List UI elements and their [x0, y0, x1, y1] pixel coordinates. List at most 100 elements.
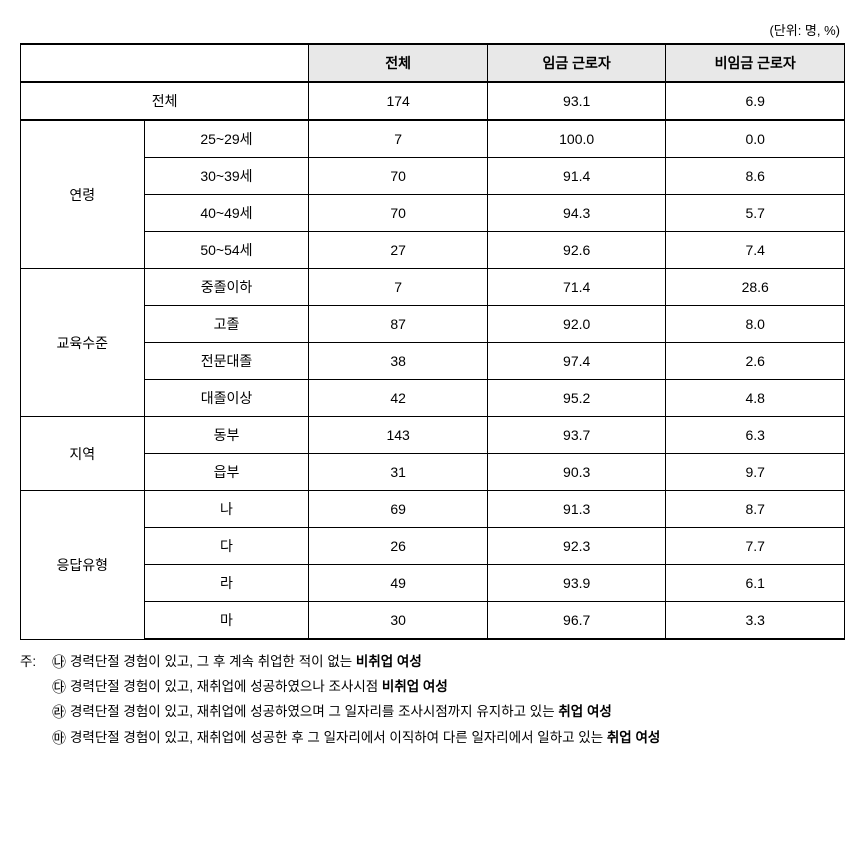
table-row: 마3096.73.3 — [21, 602, 845, 640]
footnote-marker: ㉲ — [48, 726, 70, 751]
cell-value: 30 — [309, 602, 488, 640]
row-label: 나 — [144, 491, 309, 528]
total-label: 전체 — [21, 82, 309, 120]
row-label: 동부 — [144, 417, 309, 454]
footnote-row: ㉰경력단절 경험이 있고, 재취업에 성공하였으나 조사시점 비취업 여성 — [20, 675, 845, 700]
cell-value: 87 — [309, 306, 488, 343]
header-total: 전체 — [309, 44, 488, 82]
row-label: 40~49세 — [144, 195, 309, 232]
row-label: 전문대졸 — [144, 343, 309, 380]
cell-value: 91.3 — [487, 491, 666, 528]
cell-value: 92.3 — [487, 528, 666, 565]
total-v3: 6.9 — [666, 82, 845, 120]
header-row: 전체 임금 근로자 비임금 근로자 — [21, 44, 845, 82]
row-label: 읍부 — [144, 454, 309, 491]
cell-value: 8.7 — [666, 491, 845, 528]
footnote-text-pre: 경력단절 경험이 있고, 재취업에 성공하였으며 그 일자리를 조사시점까지 유… — [70, 704, 558, 719]
footnote-marker: ㉯ — [48, 650, 70, 675]
footnote-text-bold: 비취업 여성 — [356, 654, 422, 669]
cell-value: 71.4 — [487, 269, 666, 306]
table-row: 읍부3190.39.7 — [21, 454, 845, 491]
cell-value: 8.0 — [666, 306, 845, 343]
header-wage: 임금 근로자 — [487, 44, 666, 82]
footnote-marker: ㉱ — [48, 700, 70, 725]
cell-value: 42 — [309, 380, 488, 417]
footnote-text-bold: 취업 여성 — [607, 730, 660, 745]
cell-value: 96.7 — [487, 602, 666, 640]
row-label: 대졸이상 — [144, 380, 309, 417]
cell-value: 4.8 — [666, 380, 845, 417]
row-label: 중졸이하 — [144, 269, 309, 306]
cell-value: 92.6 — [487, 232, 666, 269]
footnote-text: 경력단절 경험이 있고, 재취업에 성공하였으나 조사시점 비취업 여성 — [70, 675, 845, 699]
row-label: 25~29세 — [144, 120, 309, 158]
cell-value: 26 — [309, 528, 488, 565]
cell-value: 93.9 — [487, 565, 666, 602]
cell-value: 31 — [309, 454, 488, 491]
cell-value: 0.0 — [666, 120, 845, 158]
row-label: 고졸 — [144, 306, 309, 343]
group-label: 교육수준 — [21, 269, 145, 417]
cell-value: 90.3 — [487, 454, 666, 491]
cell-value: 28.6 — [666, 269, 845, 306]
row-label: 라 — [144, 565, 309, 602]
cell-value: 3.3 — [666, 602, 845, 640]
footnote-row: ㉲경력단절 경험이 있고, 재취업에 성공한 후 그 일자리에서 이직하여 다른… — [20, 726, 845, 751]
header-blank — [21, 44, 309, 82]
cell-value: 9.7 — [666, 454, 845, 491]
cell-value: 95.2 — [487, 380, 666, 417]
footnote-text-pre: 경력단절 경험이 있고, 재취업에 성공한 후 그 일자리에서 이직하여 다른 … — [70, 730, 607, 745]
header-nonwage: 비임금 근로자 — [666, 44, 845, 82]
cell-value: 7 — [309, 120, 488, 158]
total-row: 전체 174 93.1 6.9 — [21, 82, 845, 120]
cell-value: 93.7 — [487, 417, 666, 454]
group-label: 지역 — [21, 417, 145, 491]
footnotes: 주:㉯경력단절 경험이 있고, 그 후 계속 취업한 적이 없는 비취업 여성㉰… — [20, 650, 845, 751]
footnote-prefix: 주: — [20, 650, 48, 674]
cell-value: 2.6 — [666, 343, 845, 380]
cell-value: 97.4 — [487, 343, 666, 380]
table-row: 고졸8792.08.0 — [21, 306, 845, 343]
unit-label: (단위: 명, %) — [20, 20, 845, 39]
footnote-text-bold: 취업 여성 — [558, 704, 611, 719]
footnote-marker: ㉰ — [48, 675, 70, 700]
table-row: 40~49세7094.35.7 — [21, 195, 845, 232]
group-label: 응답유형 — [21, 491, 145, 640]
cell-value: 70 — [309, 158, 488, 195]
cell-value: 70 — [309, 195, 488, 232]
cell-value: 38 — [309, 343, 488, 380]
table-row: 응답유형나6991.38.7 — [21, 491, 845, 528]
table-row: 교육수준중졸이하771.428.6 — [21, 269, 845, 306]
row-label: 다 — [144, 528, 309, 565]
table-row: 다2692.37.7 — [21, 528, 845, 565]
cell-value: 143 — [309, 417, 488, 454]
footnote-text-bold: 비취업 여성 — [382, 679, 448, 694]
table-row: 지역동부14393.76.3 — [21, 417, 845, 454]
row-label: 50~54세 — [144, 232, 309, 269]
footnote-text-pre: 경력단절 경험이 있고, 재취업에 성공하였으나 조사시점 — [70, 679, 382, 694]
data-table: 전체 임금 근로자 비임금 근로자 전체 174 93.1 6.9 연령25~2… — [20, 43, 845, 640]
cell-value: 49 — [309, 565, 488, 602]
total-v1: 174 — [309, 82, 488, 120]
cell-value: 92.0 — [487, 306, 666, 343]
cell-value: 6.1 — [666, 565, 845, 602]
group-label: 연령 — [21, 120, 145, 269]
cell-value: 7.4 — [666, 232, 845, 269]
cell-value: 5.7 — [666, 195, 845, 232]
table-row: 라4993.96.1 — [21, 565, 845, 602]
row-label: 30~39세 — [144, 158, 309, 195]
footnote-text: 경력단절 경험이 있고, 재취업에 성공한 후 그 일자리에서 이직하여 다른 … — [70, 726, 845, 750]
footnote-row: 주:㉯경력단절 경험이 있고, 그 후 계속 취업한 적이 없는 비취업 여성 — [20, 650, 845, 675]
footnote-text: 경력단절 경험이 있고, 재취업에 성공하였으며 그 일자리를 조사시점까지 유… — [70, 700, 845, 724]
table-row: 30~39세7091.48.6 — [21, 158, 845, 195]
table-row: 대졸이상4295.24.8 — [21, 380, 845, 417]
cell-value: 100.0 — [487, 120, 666, 158]
cell-value: 7.7 — [666, 528, 845, 565]
cell-value: 94.3 — [487, 195, 666, 232]
cell-value: 6.3 — [666, 417, 845, 454]
footnote-text: 경력단절 경험이 있고, 그 후 계속 취업한 적이 없는 비취업 여성 — [70, 650, 845, 674]
cell-value: 8.6 — [666, 158, 845, 195]
total-v2: 93.1 — [487, 82, 666, 120]
cell-value: 91.4 — [487, 158, 666, 195]
footnote-text-pre: 경력단절 경험이 있고, 그 후 계속 취업한 적이 없는 — [70, 654, 356, 669]
